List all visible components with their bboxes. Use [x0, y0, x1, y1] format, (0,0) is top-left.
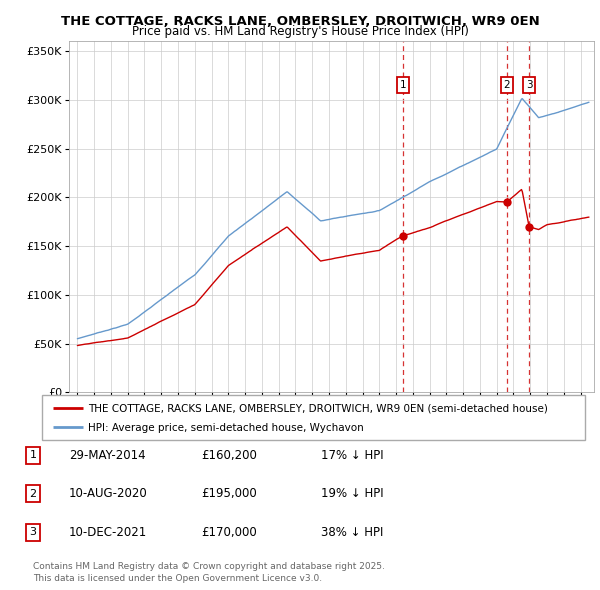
- Text: THE COTTAGE, RACKS LANE, OMBERSLEY, DROITWICH, WR9 0EN: THE COTTAGE, RACKS LANE, OMBERSLEY, DROI…: [61, 15, 539, 28]
- Text: 10-AUG-2020: 10-AUG-2020: [69, 487, 148, 500]
- Text: £195,000: £195,000: [201, 487, 257, 500]
- Text: 10-DEC-2021: 10-DEC-2021: [69, 526, 147, 539]
- Text: 38% ↓ HPI: 38% ↓ HPI: [321, 526, 383, 539]
- Text: 3: 3: [526, 80, 533, 90]
- Text: HPI: Average price, semi-detached house, Wychavon: HPI: Average price, semi-detached house,…: [88, 423, 364, 433]
- Text: Contains HM Land Registry data © Crown copyright and database right 2025.
This d: Contains HM Land Registry data © Crown c…: [33, 562, 385, 583]
- Text: 29-MAY-2014: 29-MAY-2014: [69, 449, 146, 462]
- Text: 1: 1: [400, 80, 406, 90]
- Text: THE COTTAGE, RACKS LANE, OMBERSLEY, DROITWICH, WR9 0EN (semi-detached house): THE COTTAGE, RACKS LANE, OMBERSLEY, DROI…: [88, 404, 548, 414]
- Text: 3: 3: [29, 527, 37, 537]
- Text: Price paid vs. HM Land Registry's House Price Index (HPI): Price paid vs. HM Land Registry's House …: [131, 25, 469, 38]
- Text: £160,200: £160,200: [201, 449, 257, 462]
- Text: 1: 1: [29, 451, 37, 460]
- Text: 19% ↓ HPI: 19% ↓ HPI: [321, 487, 383, 500]
- Text: 2: 2: [29, 489, 37, 499]
- Text: 2: 2: [503, 80, 510, 90]
- Text: £170,000: £170,000: [201, 526, 257, 539]
- FancyBboxPatch shape: [42, 395, 585, 440]
- Text: 17% ↓ HPI: 17% ↓ HPI: [321, 449, 383, 462]
